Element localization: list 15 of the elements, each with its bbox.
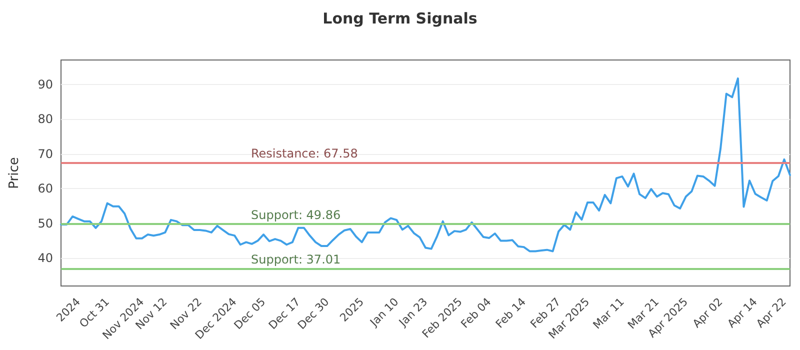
y-tick-label: 80 [38,112,53,126]
y-tick-label: 90 [38,77,53,92]
ref-line-label: Support: 37.01 [251,252,341,267]
y-tick-label: 40 [38,251,53,266]
ref-line-label: Support: 49.86 [251,208,341,222]
y-tick-label: 60 [38,182,53,196]
ref-line-label: Resistance: 67.58 [251,146,358,160]
y-axis-title: Price [7,157,22,189]
line-series [60,77,791,252]
x-tick-label: Apr 02 [690,295,726,330]
x-tick-label: Feb 14 [493,295,528,331]
y-tick-label: 70 [38,146,53,161]
x-tick-label: Mar 11 [590,295,627,332]
y-tick-label: 50 [38,216,53,230]
chart-title: Long Term Signals [322,10,478,28]
